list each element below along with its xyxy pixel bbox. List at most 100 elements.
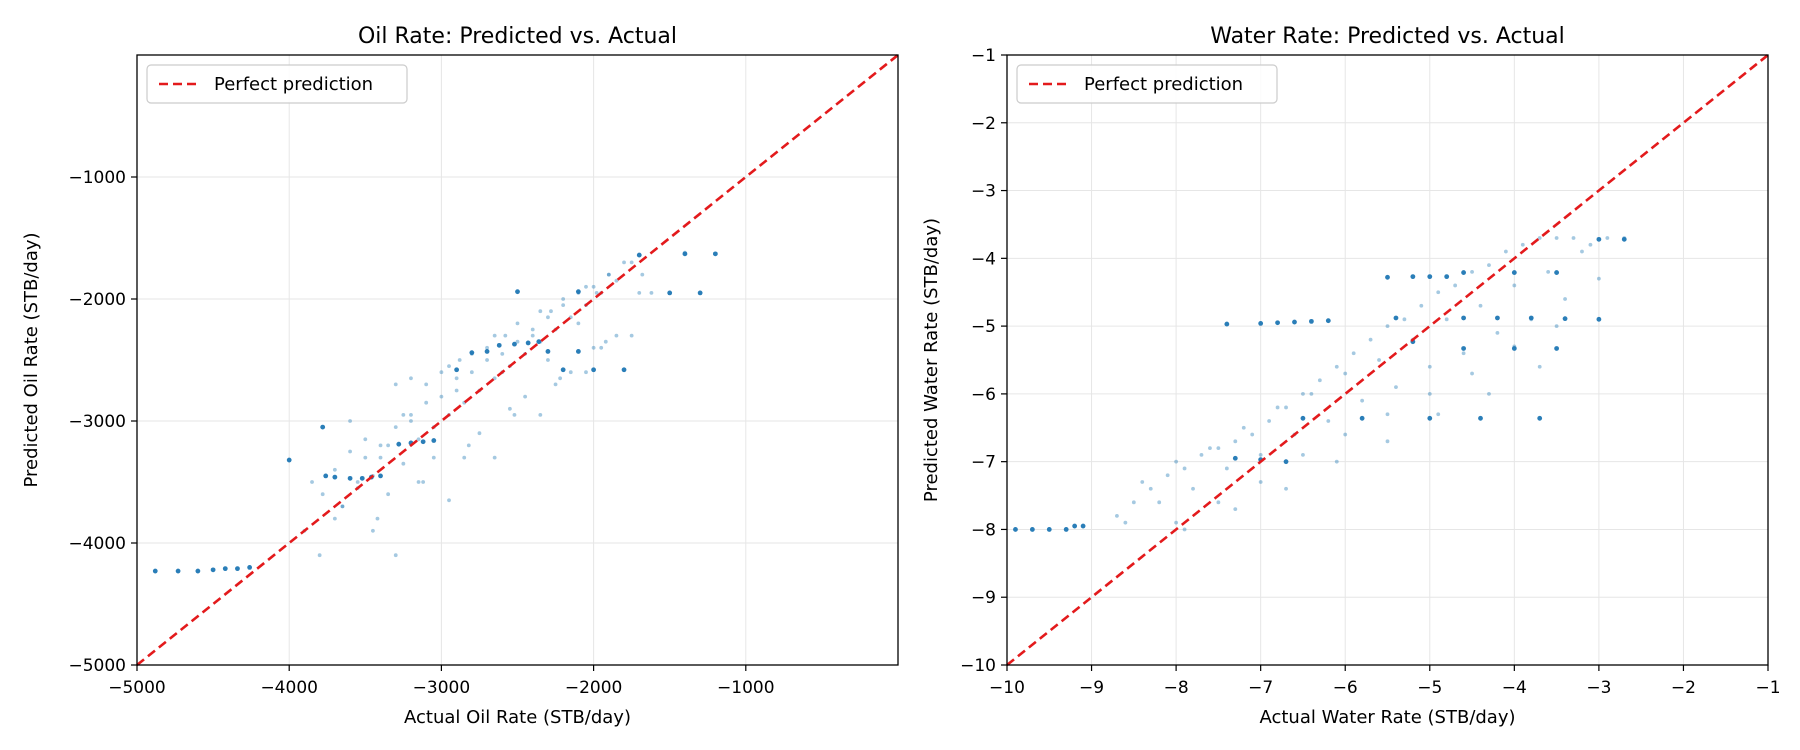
oil-point-0-96	[409, 376, 413, 381]
water-rate-panel: −10 −9 −8 −7 −6 −5 −4 −3 −2 −1 −10−9−8−7−6−5−4−3−…	[921, 24, 1781, 728]
oil-point-1-12	[378, 473, 383, 479]
oil-point-1-7	[323, 473, 329, 479]
oil-point-0-59	[530, 333, 535, 338]
water-point-0-51	[1309, 391, 1314, 396]
oil-point-0-86	[512, 413, 517, 417]
oil-point-0-91	[447, 498, 451, 503]
oil-point-0-65	[553, 382, 558, 387]
oil-point-1-4	[222, 566, 228, 572]
oil-point-0-13	[416, 437, 421, 442]
water-point-0-29	[1605, 236, 1610, 240]
oil-point-0-73	[568, 370, 573, 375]
oil-point-0-100	[594, 291, 599, 295]
water-y-ticks: −10 −9 −8 −7 −6 −5 −4 −3 −2 −1	[960, 46, 1007, 676]
water-point-0-71	[1301, 452, 1305, 457]
water-point-0-59	[1580, 249, 1584, 254]
water-point-0-45	[1596, 276, 1601, 281]
oil-x-tick-label-2: −3000	[413, 678, 471, 698]
water-point-1-30	[1554, 346, 1560, 351]
oil-point-0-4	[348, 449, 352, 454]
water-point-1-38	[1283, 459, 1289, 465]
oil-point-0-3	[340, 504, 345, 509]
water-point-1-16	[1393, 315, 1399, 321]
water-point-0-27	[1571, 236, 1576, 240]
oil-point-0-58	[485, 345, 489, 350]
water-point-0-49	[1241, 425, 1246, 430]
oil-point-0-70	[431, 455, 436, 460]
water-x-tick-label-4: −6	[1333, 678, 1358, 698]
oil-point-0-1	[320, 492, 325, 497]
water-point-0-9	[1267, 419, 1272, 423]
water-point-0-1	[1131, 500, 1136, 505]
oil-point-1-23	[560, 367, 566, 373]
water-point-0-5	[1199, 452, 1204, 457]
water-point-1-6	[1224, 321, 1230, 327]
oil-point-0-8	[378, 455, 383, 460]
water-point-0-41	[1461, 351, 1466, 356]
water-point-0-35	[1258, 452, 1263, 457]
oil-point-0-81	[637, 291, 642, 295]
oil-point-1-16	[431, 438, 437, 443]
water-point-0-50	[1275, 405, 1280, 410]
water-scatter-rows	[1013, 236, 1627, 532]
water-point-0-17	[1402, 317, 1407, 322]
water-point-1-31	[1300, 415, 1306, 421]
oil-x-tick-label-1: −4000	[260, 678, 318, 698]
oil-point-0-97	[457, 358, 462, 362]
oil-point-0-71	[477, 431, 482, 436]
water-point-0-26	[1554, 236, 1559, 240]
water-point-0-72	[1343, 432, 1348, 437]
water-point-0-25	[1537, 236, 1542, 240]
water-point-1-3	[1063, 527, 1069, 532]
oil-point-0-75	[363, 455, 368, 460]
oil-point-1-8	[332, 474, 338, 480]
oil-point-0-83	[375, 516, 380, 521]
water-point-0-63	[1334, 459, 1339, 464]
oil-point-0-46	[447, 364, 451, 368]
water-point-0-53	[1377, 358, 1381, 362]
oil-point-1-32	[575, 289, 581, 295]
oil-point-1-22	[454, 367, 460, 373]
oil-point-0-62	[416, 480, 421, 484]
oil-point-0-42	[355, 480, 360, 484]
oil-point-0-69	[386, 492, 391, 497]
oil-y-axis-label: Predicted Oil Rate (STB/day)	[21, 232, 42, 487]
oil-point-0-43	[378, 443, 383, 448]
water-x-tick-label-5: −5	[1417, 678, 1442, 698]
water-point-0-22	[1487, 263, 1491, 268]
water-scatter-cloud	[1115, 236, 1627, 532]
oil-point-0-95	[629, 333, 634, 338]
water-point-0-20	[1453, 283, 1458, 288]
water-point-1-13	[1410, 274, 1416, 280]
oil-point-0-38	[606, 272, 611, 277]
oil-point-0-44	[401, 413, 406, 417]
oil-point-0-77	[454, 388, 459, 393]
water-point-0-70	[1258, 480, 1263, 484]
oil-plot-frame	[136, 54, 899, 666]
water-point-0-75	[1470, 371, 1474, 376]
oil-point-1-15	[420, 439, 426, 445]
oil-point-1-30	[697, 290, 703, 296]
water-point-1-23	[1511, 270, 1517, 275]
water-plot-frame	[1006, 54, 1769, 666]
oil-point-0-41	[332, 516, 337, 521]
oil-point-0-63	[462, 455, 467, 460]
oil-point-0-39	[614, 278, 619, 283]
oil-point-0-89	[649, 291, 654, 295]
water-point-0-66	[1487, 391, 1491, 396]
water-point-0-12	[1317, 378, 1322, 383]
oil-point-0-10	[393, 425, 398, 429]
oil-point-0-90	[393, 553, 398, 558]
oil-point-0-82	[317, 553, 322, 558]
oil-point-1-27	[545, 349, 551, 354]
water-y-tick-label-5: −5	[971, 317, 996, 337]
water-point-0-52	[1343, 371, 1348, 376]
oil-point-0-55	[348, 419, 352, 423]
oil-legend-box	[146, 64, 408, 104]
water-x-tick-label-6: −4	[1502, 678, 1527, 698]
oil-point-0-85	[466, 443, 471, 448]
water-point-1-2	[1046, 527, 1052, 532]
oil-point-0-30	[546, 315, 550, 320]
water-point-1-20	[1562, 316, 1568, 322]
water-point-0-62	[1284, 486, 1288, 491]
